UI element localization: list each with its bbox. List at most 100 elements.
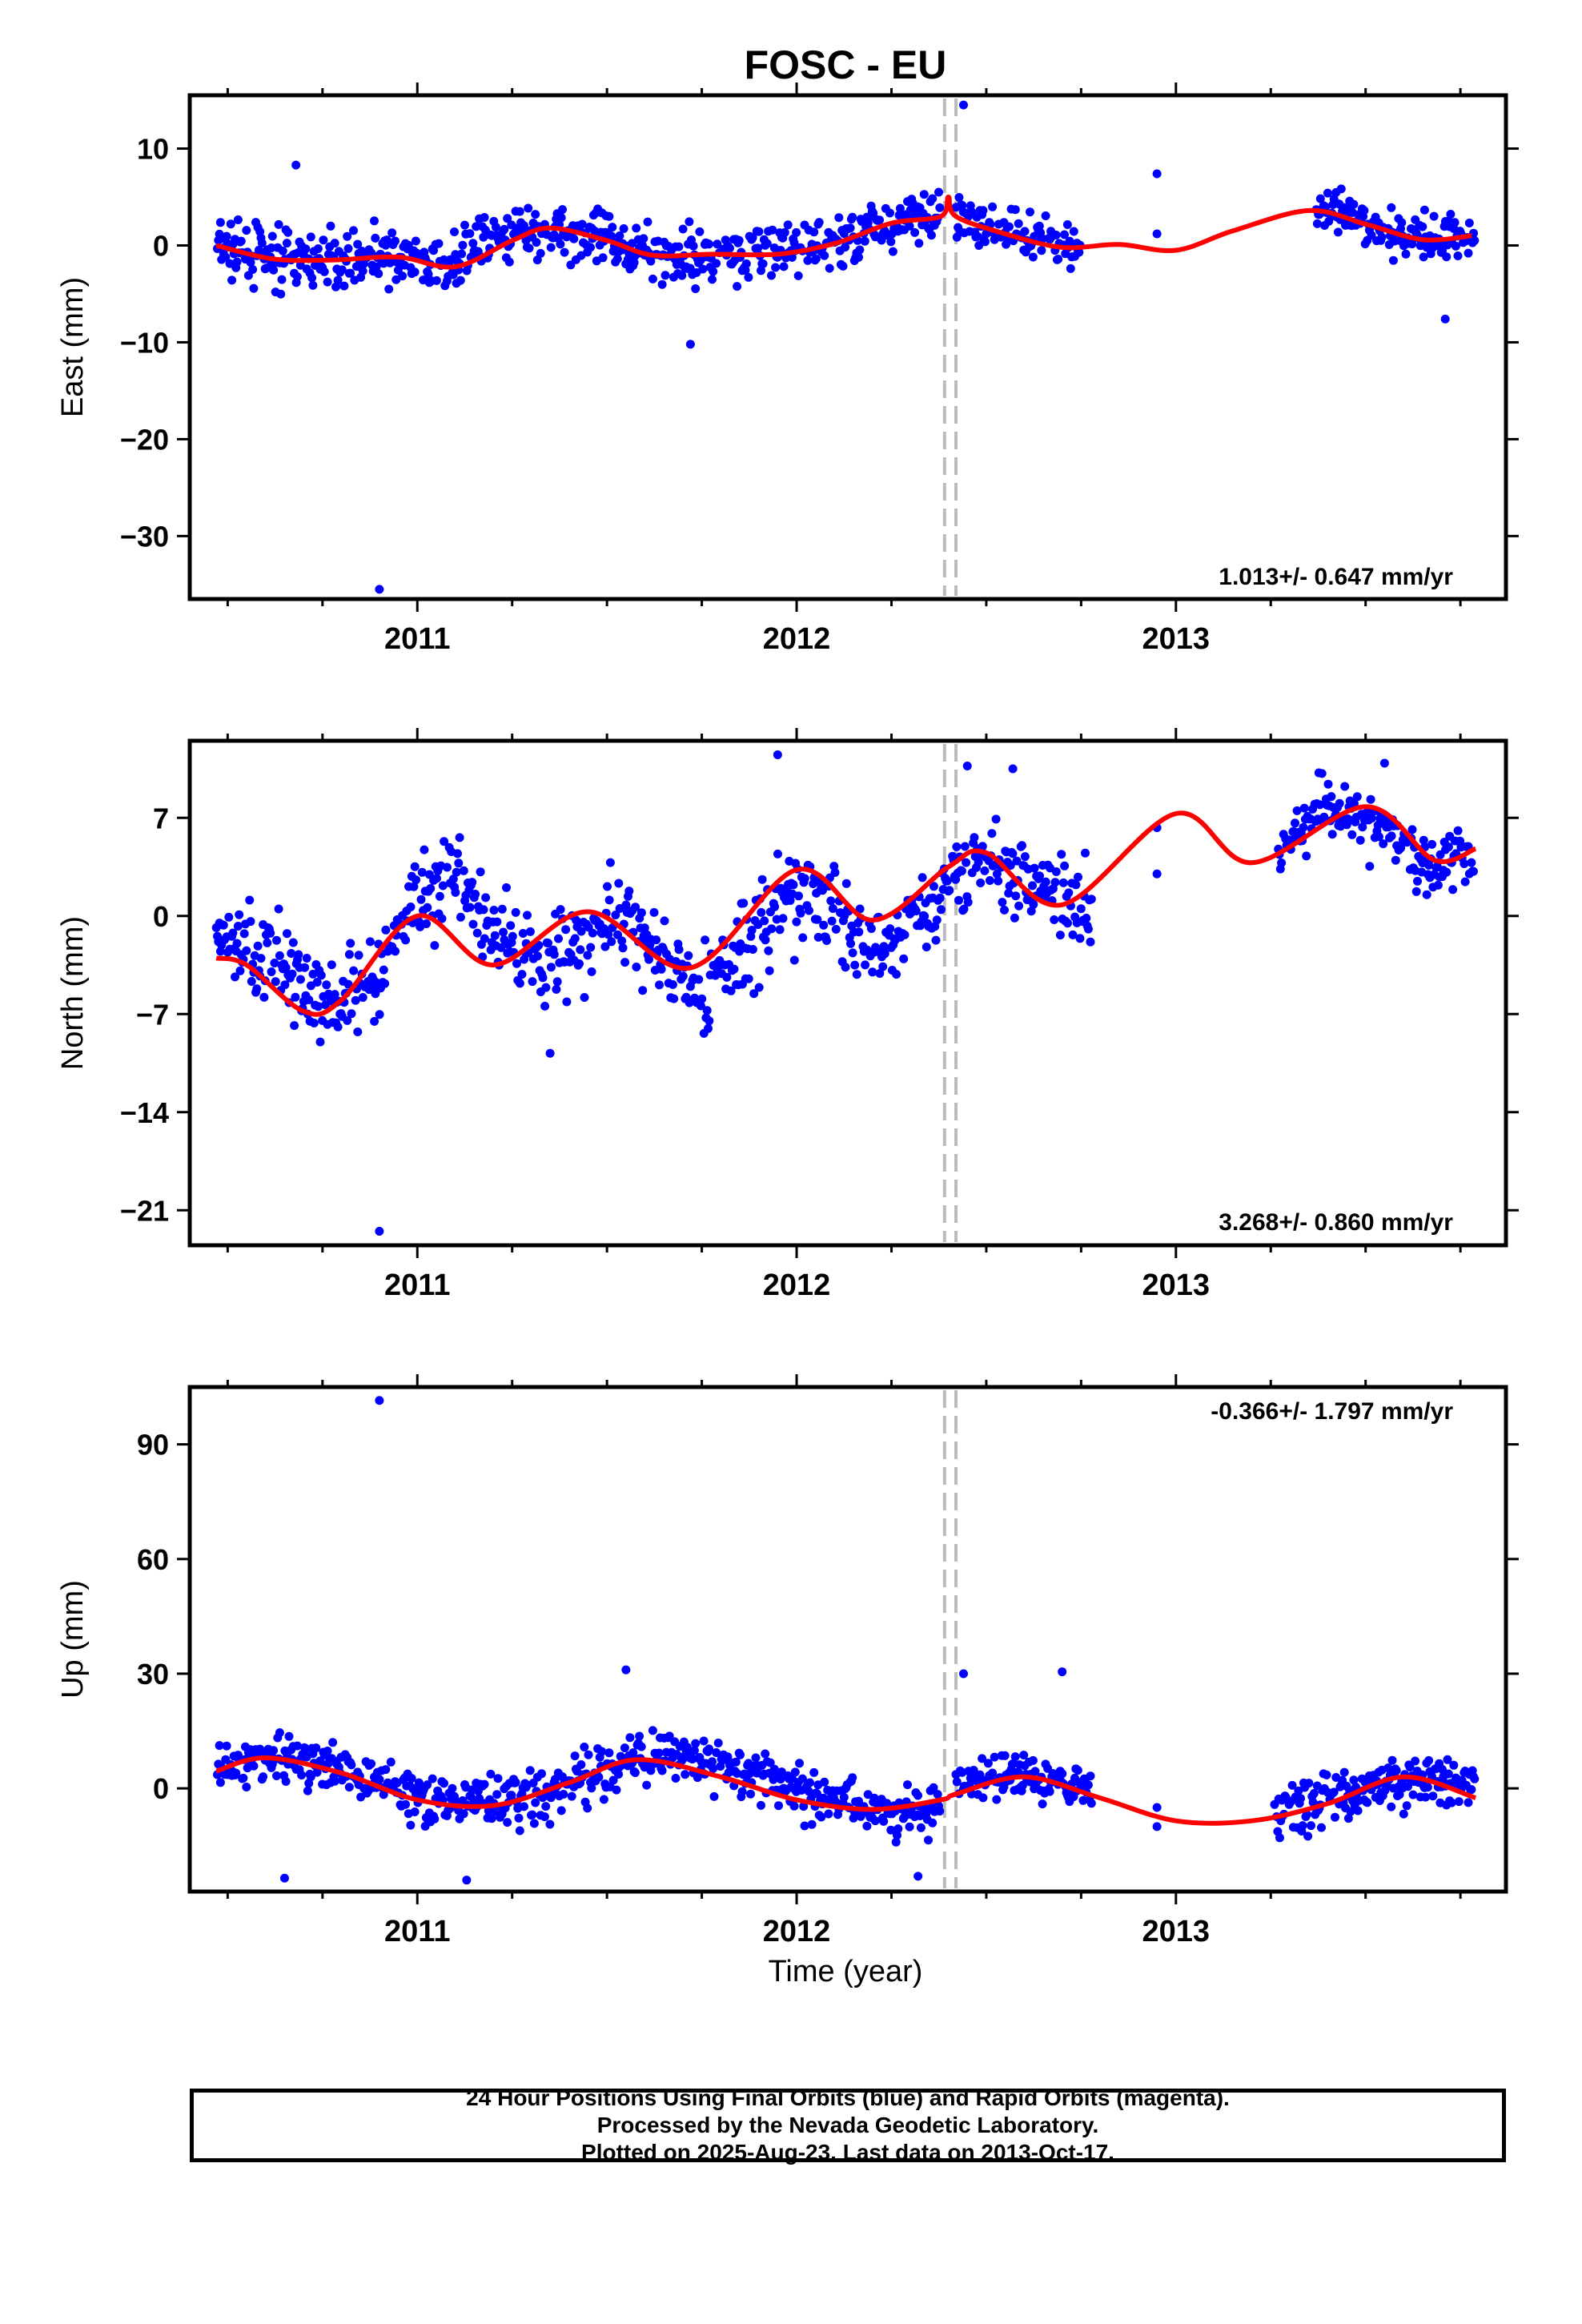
- data-point: [885, 924, 895, 934]
- data-point: [855, 904, 865, 914]
- data-point: [489, 906, 499, 915]
- data-point: [242, 226, 251, 235]
- data-point: [1020, 227, 1030, 236]
- outlier-point: [375, 585, 384, 594]
- data-point: [302, 954, 311, 963]
- data-point: [303, 1786, 312, 1795]
- data-point: [1375, 832, 1383, 842]
- data-point: [716, 1762, 725, 1771]
- data-point: [224, 912, 234, 922]
- data-point: [674, 242, 684, 251]
- data-point: [648, 1726, 657, 1735]
- data-point: [1349, 798, 1359, 808]
- data-point: [540, 1812, 549, 1822]
- data-point: [346, 939, 355, 948]
- data-point: [669, 994, 679, 1003]
- data-point: [773, 849, 782, 858]
- data-point: [631, 903, 640, 912]
- data-point: [841, 963, 850, 972]
- data-point: [569, 234, 579, 243]
- data-point: [827, 916, 837, 926]
- data-point: [515, 207, 524, 216]
- data-point: [754, 227, 764, 236]
- data-point: [337, 265, 347, 275]
- data-point: [875, 969, 885, 978]
- data-point: [499, 927, 508, 937]
- data-point: [678, 224, 688, 234]
- data-point: [935, 893, 945, 903]
- data-point: [739, 899, 749, 908]
- outlier-point: [621, 1665, 631, 1675]
- data-point: [1460, 859, 1469, 868]
- data-point: [1066, 263, 1075, 273]
- data-point: [1383, 1763, 1393, 1773]
- data-point: [410, 862, 420, 871]
- y-tick-label: 0: [153, 229, 169, 262]
- data-point: [747, 926, 757, 935]
- data-point: [1058, 878, 1068, 887]
- data-point: [384, 284, 394, 294]
- data-point: [546, 243, 556, 252]
- data-point: [245, 895, 255, 905]
- data-point: [1008, 849, 1018, 858]
- data-point: [353, 1027, 363, 1036]
- data-point: [646, 256, 656, 266]
- data-point: [1349, 199, 1359, 209]
- rate-label: 1.013+/- 0.647 mm/yr: [1219, 564, 1453, 590]
- data-point: [607, 937, 616, 947]
- data-point: [1387, 831, 1396, 841]
- x-tick-label: 2011: [384, 622, 450, 656]
- data-point: [1010, 913, 1019, 923]
- data-point: [232, 939, 242, 948]
- data-point: [1055, 931, 1065, 940]
- data-point: [1062, 220, 1072, 229]
- outlier-point: [1152, 869, 1162, 879]
- data-point: [992, 1795, 1002, 1804]
- data-point: [503, 214, 512, 223]
- data-point: [917, 873, 927, 883]
- data-point: [235, 910, 244, 919]
- data-point: [778, 914, 788, 923]
- data-point: [932, 915, 942, 925]
- data-point: [893, 1824, 903, 1834]
- data-point: [1411, 887, 1421, 896]
- data-point: [430, 1814, 440, 1823]
- data-point: [424, 269, 433, 279]
- data-point: [290, 1021, 299, 1031]
- data-point: [292, 272, 302, 281]
- data-point: [276, 289, 286, 299]
- data-point: [879, 1816, 889, 1826]
- x-tick-label: 2013: [1142, 622, 1211, 656]
- data-point: [813, 915, 822, 924]
- data-point: [497, 904, 507, 914]
- data-point: [1323, 779, 1333, 789]
- data-point: [398, 271, 408, 281]
- data-point: [411, 236, 420, 246]
- data-point: [978, 1793, 988, 1803]
- data-point: [910, 227, 920, 237]
- data-point: [584, 1750, 593, 1759]
- data-point: [215, 218, 225, 227]
- data-point: [515, 1826, 524, 1835]
- data-point: [416, 895, 426, 904]
- data-point: [838, 261, 848, 271]
- data-point: [834, 213, 844, 223]
- data-point: [1379, 839, 1388, 849]
- data-point: [1387, 1802, 1396, 1811]
- data-point: [753, 243, 763, 253]
- x-tick-label: 2011: [384, 1269, 450, 1302]
- data-point: [380, 979, 390, 988]
- data-point: [789, 880, 798, 890]
- data-point: [597, 1747, 607, 1756]
- data-point: [1020, 852, 1030, 862]
- data-point: [246, 917, 255, 927]
- data-point: [459, 1809, 468, 1819]
- data-point: [583, 1803, 592, 1813]
- data-point: [969, 1766, 978, 1775]
- data-point: [1082, 914, 1091, 923]
- data-point: [1399, 1809, 1408, 1819]
- data-point: [304, 995, 314, 1004]
- data-point: [994, 876, 1003, 886]
- data-point: [468, 239, 478, 248]
- data-point: [450, 227, 459, 236]
